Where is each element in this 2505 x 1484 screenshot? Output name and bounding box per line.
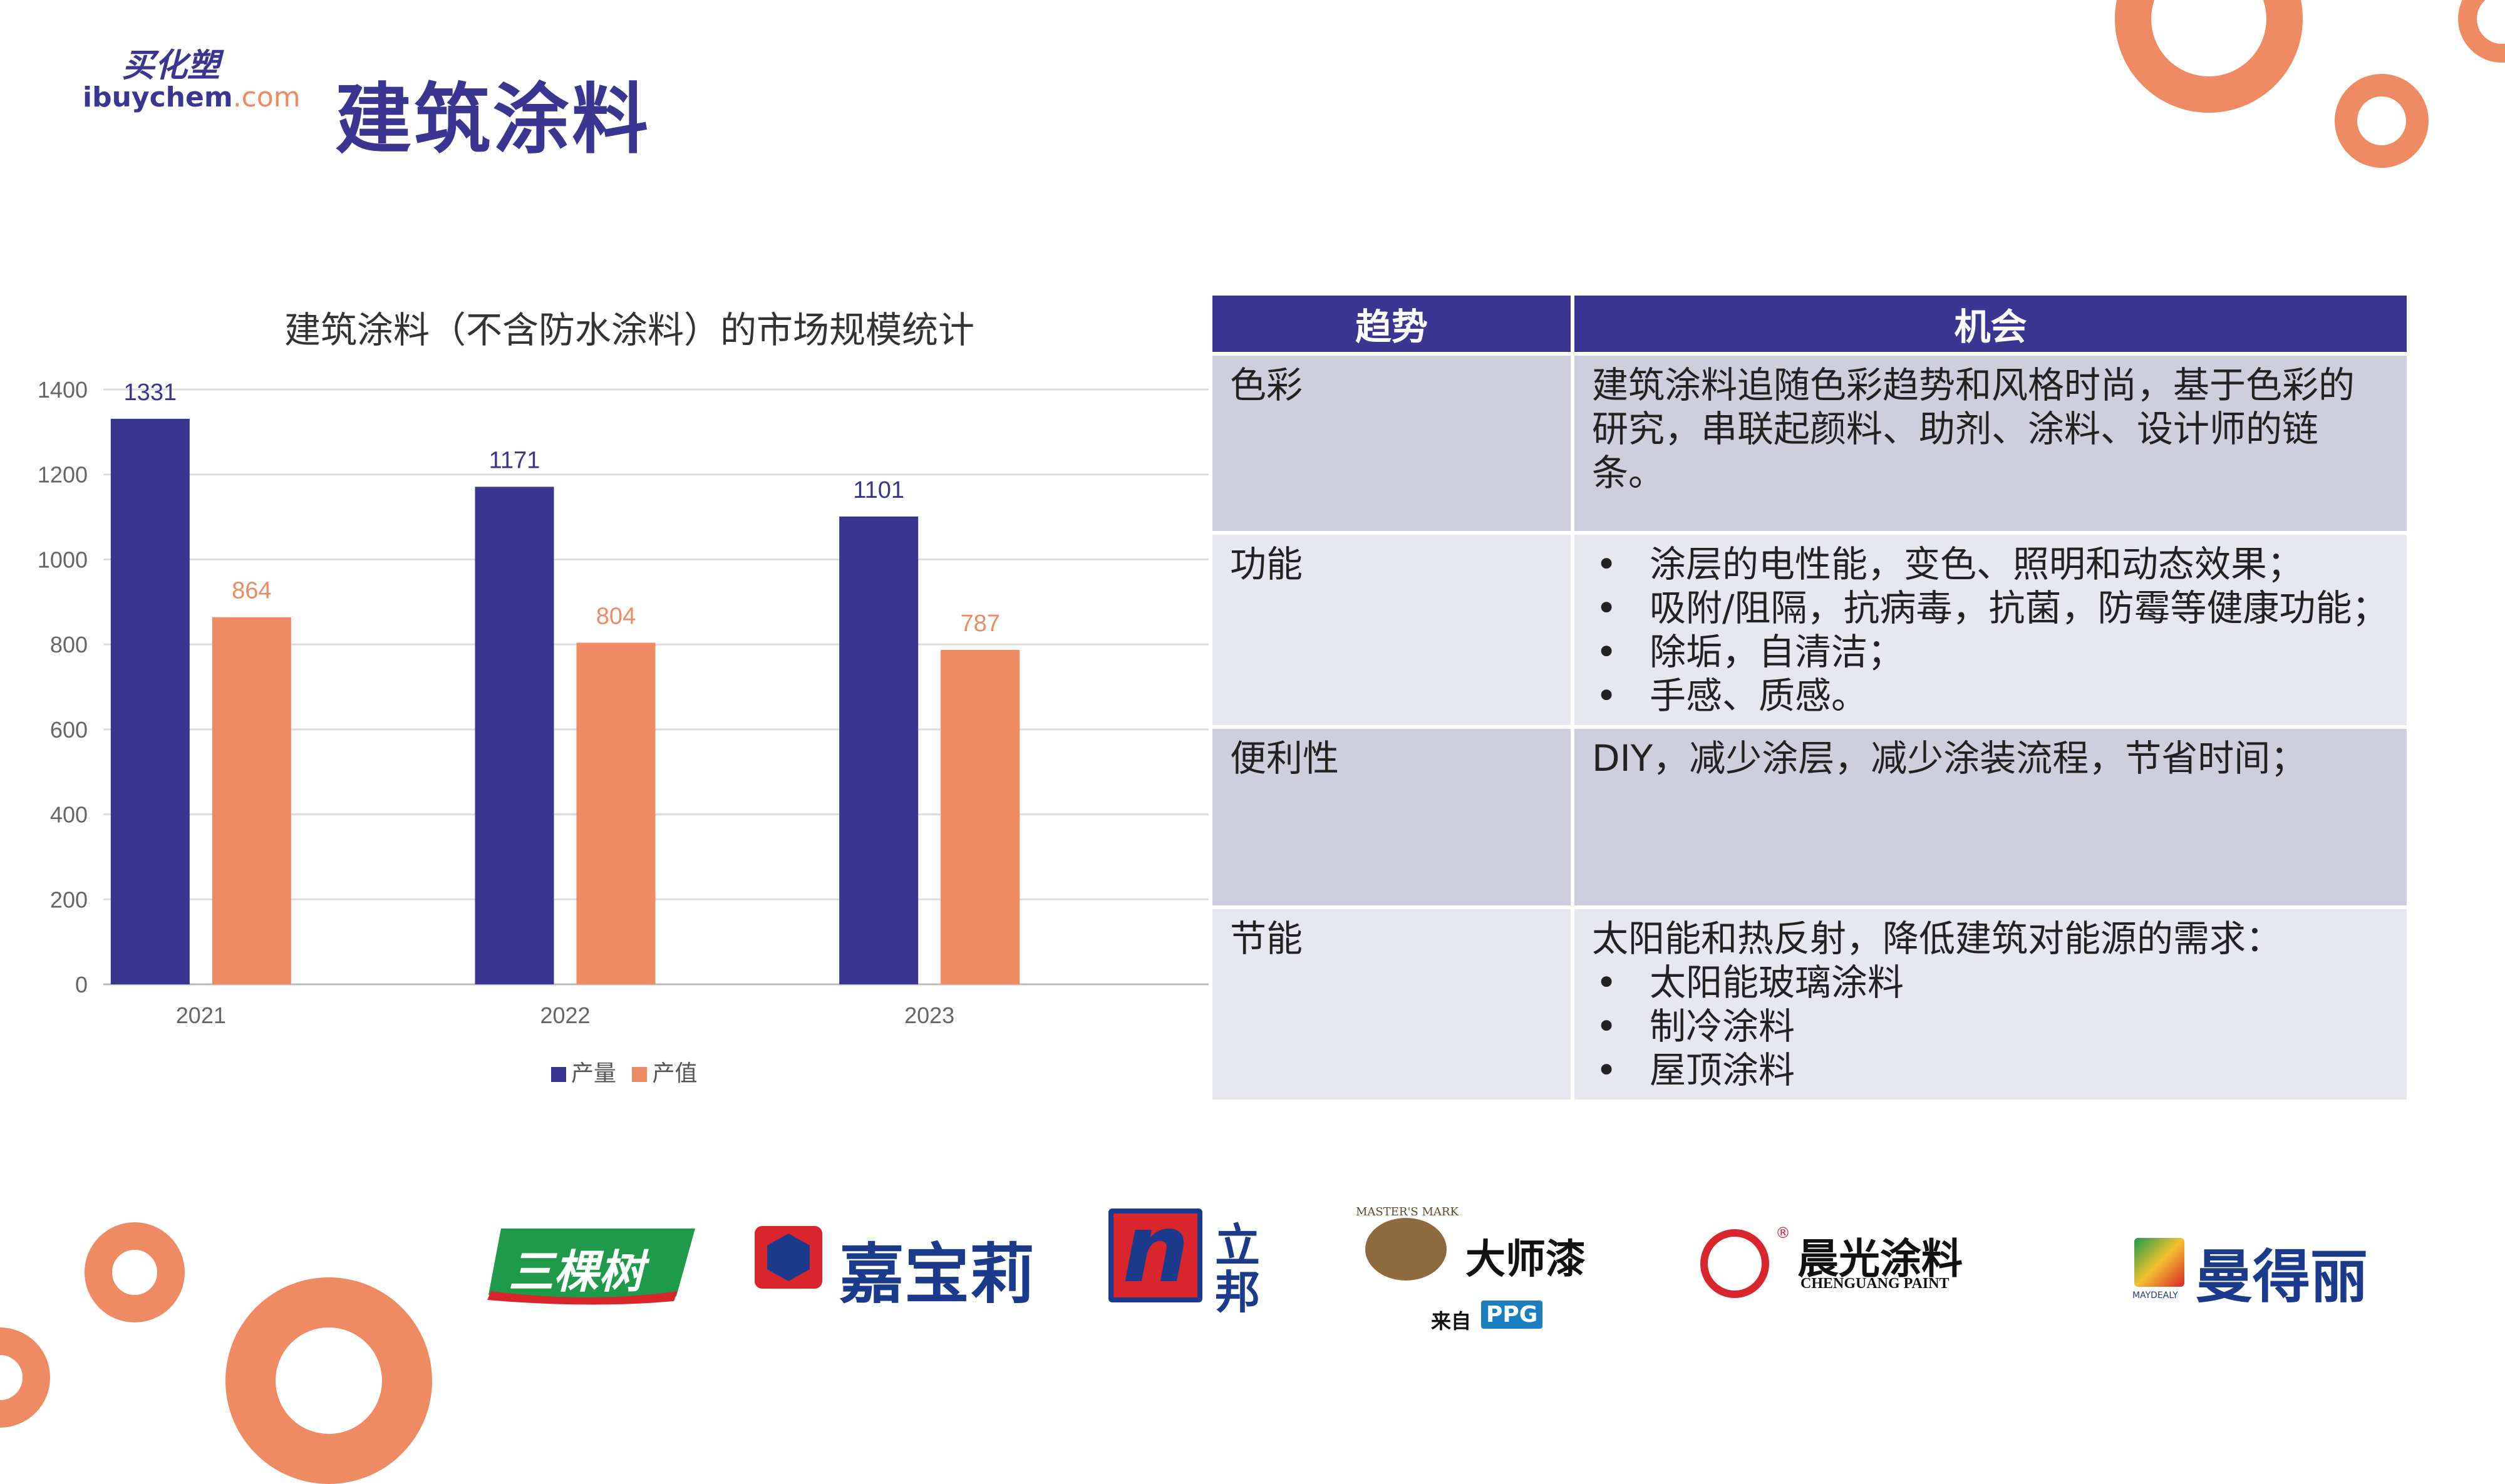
- bullet-item: 太阳能玻璃涂料: [1592, 961, 2389, 1004]
- y-tick-label: 400: [50, 802, 88, 828]
- jiabaoli-text: 嘉宝莉: [839, 1236, 1035, 1312]
- bar-产值-2021: [212, 617, 291, 984]
- brand-logo-sankeshu: 三棵树: [482, 1221, 698, 1306]
- nippon-n-box: [1108, 1208, 1202, 1302]
- y-tick-label: 1200: [38, 462, 88, 488]
- opportunity-cell: 建筑涂料追随色彩趋势和风格时尚，基于色彩的研究，串联起颜料、助剂、涂料、设计师的…: [1571, 352, 2410, 535]
- bullet-list: 涂层的电性能，变色、照明和动态效果； 吸附/阻隔，抗病毒，抗菌，防霉等健康功能；…: [1592, 542, 2389, 718]
- sankeshu-shape: [487, 1229, 695, 1305]
- jiabaoli-hexagon: [767, 1234, 810, 1281]
- nippon-cn-2: 邦: [1215, 1266, 1261, 1319]
- table-row: 色彩 建筑涂料追随色彩趋势和风格时尚，基于色彩的研究，串联起颜料、助剂、涂料、设…: [1209, 352, 2410, 535]
- dashiqi-text: 大师漆: [1465, 1237, 1586, 1283]
- table-row: 节能 太阳能和热反射，降低建筑对能源的需求： 太阳能玻璃涂料 制冷涂料 屋顶涂料: [1209, 905, 2410, 1103]
- masters-mark-text: MASTER'S MARK: [1356, 1205, 1459, 1219]
- data-label: 1171: [489, 447, 540, 473]
- page-title: 建筑涂料: [335, 75, 651, 164]
- nippon-n-letter: n: [1122, 1195, 1189, 1304]
- brand-logo-maydeli: 曼得丽 MAYDEALY: [2129, 1230, 2380, 1311]
- x-tick-label: 2022: [540, 1002, 590, 1028]
- chart-title: 建筑涂料（不含防水涂料）的市场规模统计: [284, 309, 974, 351]
- legend-label-value: 产值: [652, 1061, 698, 1086]
- bullet-item: 涂层的电性能，变色、照明和动态效果；: [1592, 542, 2389, 586]
- trend-cell: 色彩: [1209, 352, 1574, 535]
- maydeli-text: 曼得丽: [2195, 1244, 2368, 1311]
- opportunity-text: 太阳能和热反射，降低建筑对能源的需求：: [1592, 917, 2283, 960]
- trend-cell: 节能: [1209, 905, 1574, 1103]
- opportunity-cell: 涂层的电性能，变色、照明和动态效果； 吸附/阻隔，抗病毒，抗菌，防霉等健康功能；…: [1571, 531, 2410, 729]
- decor-circle-bottom-3: [225, 1277, 432, 1484]
- bar-产值-2022: [576, 642, 656, 984]
- maydeli-en: MAYDEALY: [2132, 1291, 2178, 1301]
- data-label: 787: [960, 611, 999, 637]
- table-row: 功能 涂层的电性能，变色、照明和动态效果； 吸附/阻隔，抗病毒，抗菌，防霉等健康…: [1209, 531, 2410, 729]
- chenguang-emblem: [1700, 1229, 1769, 1298]
- trend-opportunity-table: 趋势 机会 色彩 建筑涂料追随色彩趋势和风格时尚，基于色彩的研究，串联起颜料、助…: [1209, 292, 2410, 1103]
- table-header-row: 趋势 机会: [1209, 292, 2410, 356]
- nippon-cn-1: 立: [1215, 1219, 1261, 1272]
- y-tick-label: 1000: [38, 547, 88, 572]
- y-tick-label: 200: [50, 887, 88, 912]
- header-trend: 趋势: [1209, 292, 1574, 356]
- bar-产量-2023: [839, 516, 919, 984]
- data-label: 1101: [853, 477, 904, 503]
- brand-logo-chenguang: ® 晨光涂料 CHENGUANG PAINT: [1700, 1224, 1976, 1312]
- trend-cell: 便利性: [1209, 725, 1574, 909]
- chart-legend: 产量 产值: [551, 1055, 697, 1088]
- decor-circle-top-edge: [2458, 0, 2505, 63]
- opportunity-text: DIY，减少涂层，减少涂装流程，节省时间；: [1592, 737, 2307, 780]
- brand-logo-dashiqi: MASTER'S MARK 大师漆 来自 PPG: [1356, 1205, 1606, 1343]
- decor-circle-top-large: [2115, 0, 2303, 113]
- brand-logo-jiabaoli: 嘉宝莉: [755, 1221, 1049, 1312]
- opportunity-cell: 太阳能和热反射，降低建筑对能源的需求： 太阳能玻璃涂料 制冷涂料 屋顶涂料: [1571, 905, 2410, 1103]
- bullet-item: 吸附/阻隔，抗病毒，抗菌，防霉等健康功能；: [1592, 586, 2389, 630]
- bar-chart: 0 200 400 600 800 1000 1200 1400 1331 864 2021 1171…: [38, 377, 1209, 1028]
- y-tick-label: 1400: [38, 377, 88, 403]
- bullet-list: 太阳能玻璃涂料 制冷涂料 屋顶涂料: [1592, 961, 2389, 1092]
- ppg-badge: PPG: [1481, 1301, 1543, 1329]
- bullet-item: 除垢，自清洁；: [1592, 630, 2389, 674]
- decor-circle-top-small: [2335, 74, 2429, 168]
- bar-产量-2022: [475, 487, 554, 984]
- sankeshu-text: 三棵树: [509, 1245, 644, 1298]
- chenguang-en: CHENGUANG PAINT: [1800, 1275, 1950, 1292]
- y-tick-label: 600: [50, 717, 88, 743]
- opportunity-cell: DIY，减少涂层，减少涂装流程，节省时间；: [1571, 725, 2410, 909]
- bullet-item: 屋顶涂料: [1592, 1048, 2389, 1092]
- legend-swatch-production: [551, 1067, 566, 1082]
- y-tick-label: 800: [50, 632, 88, 657]
- opportunity-text: 建筑涂料追随色彩趋势和风格时尚，基于色彩的研究，串联起颜料、助剂、涂料、设计师的…: [1592, 364, 2355, 494]
- masters-mark-emblem: [1365, 1218, 1447, 1280]
- data-label: 1331: [124, 379, 177, 406]
- chenguang-registered: ®: [1775, 1224, 1790, 1242]
- legend-label-production: 产量: [571, 1061, 617, 1086]
- chenguang-cn: 晨光涂料: [1797, 1235, 1963, 1283]
- x-tick-label: 2023: [904, 1002, 954, 1028]
- logo-name: ibuychem: [83, 81, 233, 113]
- data-label: 864: [232, 578, 271, 604]
- bar-产量-2021: [110, 418, 190, 984]
- x-tick-label: 2021: [176, 1002, 226, 1028]
- bar-产值-2023: [941, 649, 1020, 984]
- bullet-item: 制冷涂料: [1592, 1004, 2389, 1048]
- table-row: 便利性 DIY，减少涂层，减少涂装流程，节省时间；: [1209, 725, 2410, 909]
- trend-cell: 功能: [1209, 531, 1574, 729]
- logo-english: ibuychem.com: [83, 81, 301, 113]
- data-label: 804: [596, 603, 636, 629]
- brand-logo-nippon: n 立 邦: [1108, 1202, 1271, 1319]
- logo-domain: .com: [232, 81, 301, 113]
- dashiqi-from: 来自: [1431, 1309, 1472, 1333]
- bullet-item: 手感、质感。: [1592, 674, 2389, 718]
- y-tick-label: 0: [75, 972, 88, 997]
- decor-circle-bottom-2: [0, 1327, 50, 1428]
- logo-chinese: 买化塑: [122, 47, 220, 85]
- legend-swatch-value: [632, 1067, 648, 1082]
- decor-circle-bottom-1: [85, 1222, 185, 1322]
- header-opportunity: 机会: [1571, 292, 2410, 356]
- maydeli-icon: [2134, 1238, 2184, 1287]
